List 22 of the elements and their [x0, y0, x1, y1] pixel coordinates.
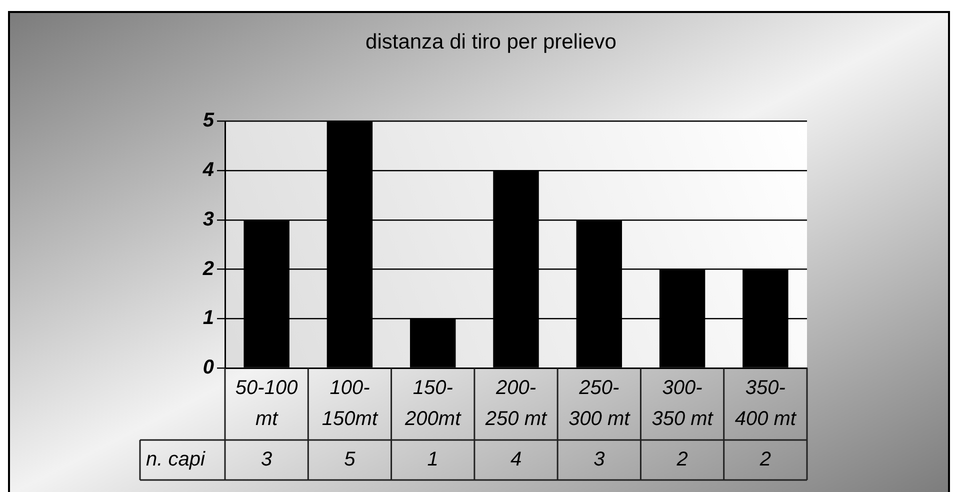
y-tick-label: 3	[202, 208, 214, 230]
y-tick-label: 5	[202, 110, 215, 132]
x-tick-label: 50-100 mt	[235, 377, 298, 430]
data-label: 2	[758, 448, 771, 471]
y-tick-label: 2	[202, 258, 214, 280]
chart-title: distanza di tiro per prelievo	[366, 30, 616, 54]
y-tick-label: 1	[202, 307, 214, 330]
x-tick-label: 100-150mt	[322, 377, 379, 430]
y-tick-label: 0	[202, 356, 214, 379]
data-label: 3	[261, 448, 272, 471]
data-label: 3	[594, 448, 605, 471]
x-tick-label: 250-300 mt	[568, 377, 632, 430]
x-tick-label: 200-250 mt	[484, 377, 548, 430]
data-label: 4	[510, 448, 522, 471]
x-tick-label: 350-400 mt	[734, 377, 798, 430]
y-tick-label: 4	[202, 159, 214, 182]
data-label: 5	[344, 448, 356, 471]
data-label: 2	[676, 448, 688, 471]
x-tick-label: 150-200mt	[404, 377, 462, 430]
x-tick-label: 300-350 mt	[652, 377, 714, 430]
text: n. capi	[146, 448, 206, 471]
data-label: 1	[427, 448, 438, 471]
